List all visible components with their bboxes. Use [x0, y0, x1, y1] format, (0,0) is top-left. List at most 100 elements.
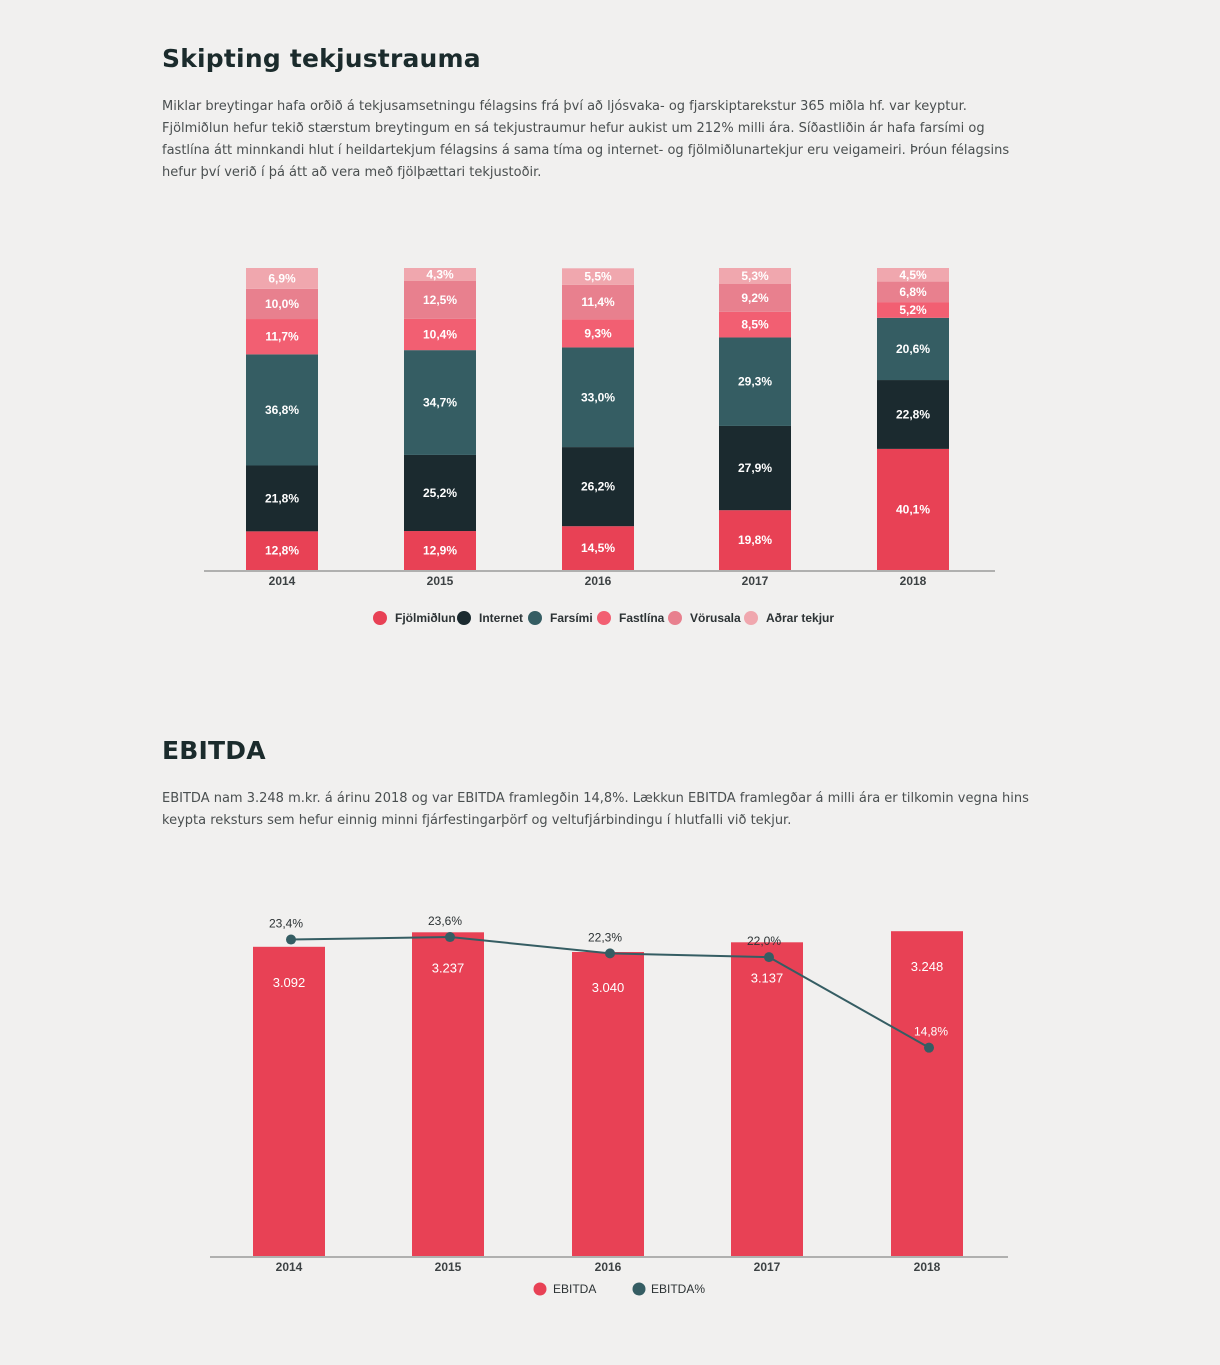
legend-label: Aðrar tekjur: [766, 611, 834, 625]
stacked-bar-segment: [404, 454, 476, 532]
x-tick-label: 2015: [427, 574, 454, 588]
ebitda-bar-value-label: 3.237: [432, 960, 465, 975]
ebitda-margin-label: 23,6%: [428, 914, 462, 928]
segment-value-label: 20,6%: [896, 342, 930, 356]
legend-label: EBITDA: [553, 1282, 596, 1296]
stacked-bar-segment: [719, 337, 791, 426]
segment-value-label: 33,0%: [581, 390, 615, 404]
ebitda-margin-point: [605, 948, 615, 959]
x-tick-label: 2014: [269, 574, 296, 588]
legend-swatch: [533, 1282, 547, 1296]
stacked-bar-segment: [877, 281, 949, 303]
stacked-bar-segment: [246, 354, 318, 466]
stacked-bar-segment: [877, 268, 949, 282]
ebitda-bar: [412, 932, 484, 1256]
segment-value-label: 8,5%: [741, 318, 769, 332]
x-tick-label: 2014: [276, 1260, 303, 1274]
ebitda-bar: [572, 952, 644, 1256]
stacked-bar-segment: [246, 288, 318, 320]
ebitda-margin-label: 22,3%: [588, 930, 622, 944]
x-tick-label: 2016: [595, 1260, 622, 1274]
legend-swatch: [744, 611, 758, 625]
ebitda-bar-value-label: 3.040: [592, 980, 625, 995]
x-tick-label: 2018: [914, 1260, 941, 1274]
stacked-bar-segment: [562, 319, 634, 348]
stacked-bar-segment: [404, 280, 476, 319]
segment-value-label: 12,9%: [423, 544, 457, 558]
revenue-stacked-bar-chart: 12,8% 21,8% 36,8% 11,7% 10,0% 6,9% 2014 12,9% 25…: [204, 267, 995, 625]
segment-value-label: 9,2%: [741, 291, 769, 305]
segment-value-label: 21,8%: [265, 491, 299, 505]
ebitda-margin-point: [286, 934, 296, 945]
x-tick-label: 2018: [900, 574, 927, 588]
segment-value-label: 10,4%: [423, 327, 457, 341]
stacked-bar-segment: [246, 465, 318, 532]
stacked-bar-segment: [562, 526, 634, 570]
ebitda-margin-point: [764, 952, 774, 963]
stacked-bar-segment: [246, 319, 318, 355]
ebitda-margin-point: [924, 1042, 934, 1053]
segment-value-label: 10,0%: [265, 297, 299, 311]
segment-value-label: 12,8%: [265, 544, 299, 558]
ebitda-bar: [731, 942, 803, 1256]
stacked-bar-segment: [562, 447, 634, 527]
ebitda-bar-value-label: 3.137: [751, 970, 784, 985]
ebitda-margin-label: 14,8%: [914, 1025, 948, 1039]
legend-swatch: [597, 611, 611, 625]
segment-value-label: 11,4%: [581, 295, 615, 309]
stacked-bar-segment: [719, 268, 791, 285]
ebitda-margin-point: [445, 932, 455, 943]
x-tick-label: 2015: [435, 1260, 462, 1274]
stacked-bar-segment: [404, 318, 476, 351]
ebitda-bar-value-label: 3.248: [911, 959, 944, 974]
x-tick-label: 2017: [742, 574, 769, 588]
segment-value-label: 5,3%: [741, 269, 769, 283]
segment-value-label: 11,7%: [265, 330, 299, 344]
segment-value-label: 19,8%: [738, 533, 772, 547]
segment-value-label: 40,1%: [896, 502, 930, 516]
segment-value-label: 34,7%: [423, 396, 457, 410]
segment-value-label: 29,3%: [738, 375, 772, 389]
segment-value-label: 6,9%: [268, 271, 296, 285]
segment-value-label: 25,2%: [423, 486, 457, 500]
legend-swatch: [457, 611, 471, 625]
ebitda-bar: [253, 946, 325, 1256]
legend-label: EBITDA%: [651, 1282, 705, 1296]
stacked-bar-segment: [719, 425, 791, 511]
segment-value-label: 5,5%: [584, 270, 612, 284]
legend-swatch: [632, 1282, 646, 1296]
segment-value-label: 12,5%: [423, 293, 457, 307]
stacked-bar-segment: [562, 284, 634, 320]
segment-value-label: 6,8%: [899, 285, 927, 299]
stacked-bar-segment: [404, 350, 476, 455]
stacked-bar-segment: [877, 302, 949, 318]
stacked-bar-segment: [404, 268, 476, 281]
stacked-bar-segment: [719, 284, 791, 312]
stacked-bar-segment: [719, 311, 791, 338]
segment-value-label: 14,5%: [581, 541, 615, 555]
legend-swatch: [668, 611, 682, 625]
segment-value-label: 36,8%: [265, 403, 299, 417]
stacked-bar-segment: [246, 268, 318, 289]
ebitda-margin-label: 22,0%: [747, 934, 781, 948]
x-tick-label: 2017: [754, 1260, 781, 1274]
ebitda-margin-label: 23,4%: [269, 917, 303, 931]
ebitda-section-title: EBITDA: [162, 736, 266, 765]
legend-label: Fastlína: [619, 611, 665, 625]
stacked-bar-segment: [877, 380, 949, 449]
segment-value-label: 4,5%: [899, 268, 927, 282]
stacked-bar-segment: [877, 317, 949, 381]
segment-value-label: 27,9%: [738, 461, 772, 475]
legend-label: Farsími: [550, 611, 593, 625]
legend-swatch: [373, 611, 387, 625]
stacked-bar-segment: [877, 448, 949, 570]
legend-label: Fjölmiðlun: [395, 611, 456, 625]
x-tick-label: 2016: [585, 574, 612, 588]
segment-value-label: 4,3%: [426, 267, 454, 281]
stacked-bar-segment: [719, 510, 791, 570]
ebitda-bar: [891, 931, 963, 1256]
stacked-bar-segment: [246, 531, 318, 570]
legend-swatch: [528, 611, 542, 625]
ebitda-bar-line-chart: 3.092 2014 3.237 2015 3.040 2016 3.137 2017 3.24…: [210, 914, 1008, 1296]
ebitda-bar-value-label: 3.092: [273, 975, 306, 990]
